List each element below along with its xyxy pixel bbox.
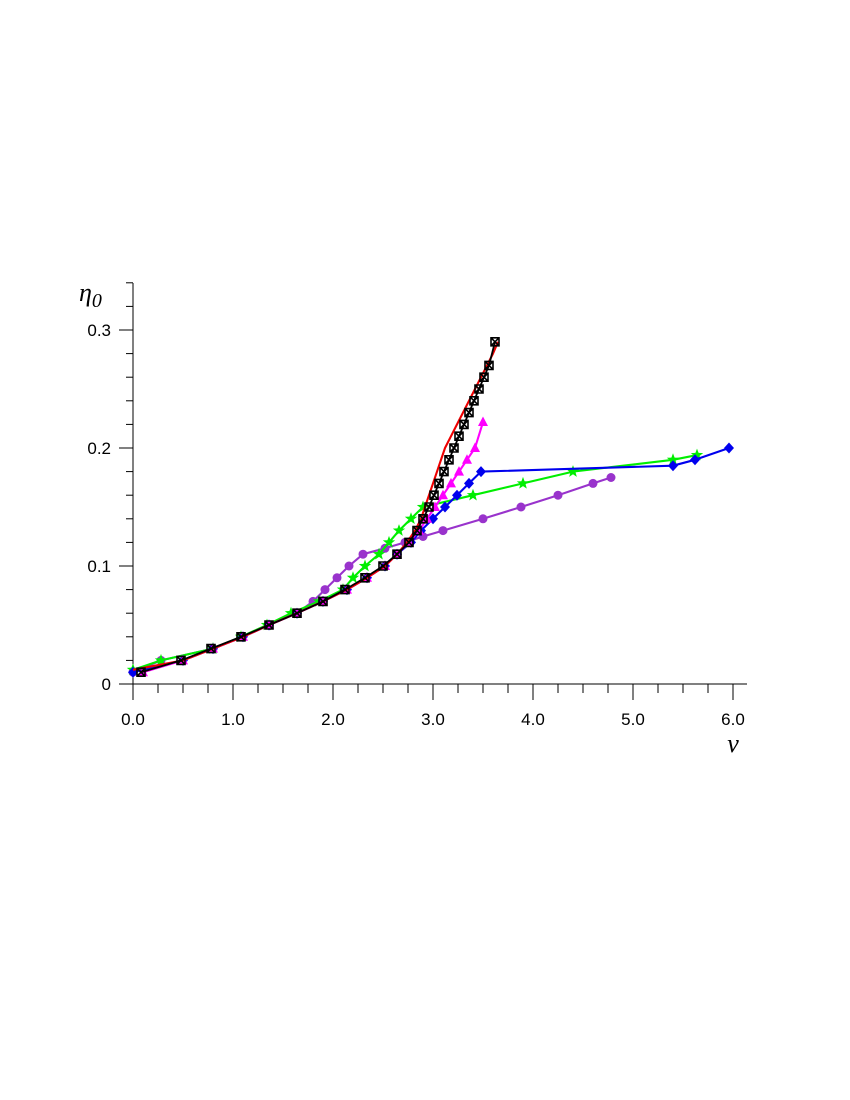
data-point (566, 465, 580, 477)
series-line (132, 447, 730, 674)
x-axis-title: v (727, 729, 739, 758)
y-tick-label: 0 (102, 675, 111, 694)
data-point (588, 478, 598, 488)
data-point (469, 396, 479, 406)
data-point (378, 561, 388, 571)
data-point (476, 466, 486, 478)
data-point (690, 448, 704, 461)
data-point (459, 419, 469, 430)
data-point (452, 489, 462, 501)
data-point (438, 526, 448, 536)
data-point (292, 608, 302, 618)
data-point (454, 466, 464, 476)
data-point (372, 547, 386, 560)
axes (119, 282, 747, 700)
data-point (464, 407, 474, 418)
x-tick-label: 1.0 (221, 710, 245, 729)
x-tick-label: 6.0 (721, 710, 745, 729)
data-point (470, 442, 480, 452)
data-point (434, 478, 444, 489)
data-point (136, 667, 146, 677)
data-point (360, 573, 370, 583)
data-point (346, 571, 360, 584)
data-point (318, 596, 328, 607)
series-layer (126, 337, 734, 678)
data-point (490, 337, 500, 347)
data-point (392, 549, 402, 559)
data-point (478, 416, 488, 427)
x-tick-label: 2.0 (321, 710, 345, 729)
data-point (668, 460, 678, 472)
data-point (446, 477, 456, 488)
data-point (320, 585, 330, 595)
data-point (439, 466, 449, 477)
data-point (666, 453, 680, 466)
data-point (340, 584, 350, 595)
data-point (464, 477, 474, 489)
y-tick-label: 0.3 (87, 321, 111, 340)
data-point (479, 372, 489, 382)
data-point (690, 454, 700, 466)
data-point (236, 632, 246, 642)
data-point (382, 535, 396, 548)
data-point (404, 537, 414, 548)
data-point (438, 489, 448, 500)
y-tick-label: 0.2 (87, 439, 111, 458)
data-point (154, 653, 168, 666)
data-point (606, 473, 616, 482)
series-6 (136, 337, 500, 677)
data-point (429, 490, 439, 500)
series-line (142, 421, 485, 674)
data-point (418, 514, 428, 524)
data-point (358, 549, 368, 559)
series-2 (126, 448, 704, 676)
data-point (449, 443, 459, 453)
series-4 (138, 416, 488, 677)
data-point (284, 606, 298, 619)
y-tick-label: 0.1 (87, 557, 111, 576)
data-point (484, 360, 494, 371)
data-point (264, 620, 274, 630)
data-point (516, 476, 530, 489)
x-tick-label: 0.0 (121, 710, 145, 729)
data-point (358, 559, 372, 572)
y-axis-title: η0 (79, 278, 102, 312)
data-point (206, 643, 216, 654)
data-point (344, 561, 354, 571)
data-point (516, 502, 526, 512)
data-point (440, 501, 450, 513)
data-point (466, 488, 480, 501)
data-point (424, 502, 434, 512)
data-point (416, 500, 430, 513)
labels-layer: 0.0 1.0 2.0 3.0 4.0 5.0 6.0 0 0.1 0.2 0.3 v η0 (79, 278, 745, 758)
x-tick-label: 3.0 (421, 710, 445, 729)
data-point (392, 524, 406, 536)
data-point (412, 525, 422, 536)
data-point (724, 442, 734, 454)
data-point (462, 454, 472, 464)
data-point (478, 514, 488, 524)
x-tick-label: 5.0 (621, 710, 645, 729)
series-line (132, 454, 698, 671)
data-point (454, 431, 464, 441)
series-line (140, 341, 496, 674)
series-3 (128, 442, 734, 678)
data-point (474, 384, 484, 394)
data-point (404, 512, 418, 525)
data-point (176, 655, 186, 666)
data-point (332, 573, 342, 583)
data-point (444, 455, 454, 465)
x-tick-label: 4.0 (521, 710, 545, 729)
data-point (553, 490, 563, 500)
